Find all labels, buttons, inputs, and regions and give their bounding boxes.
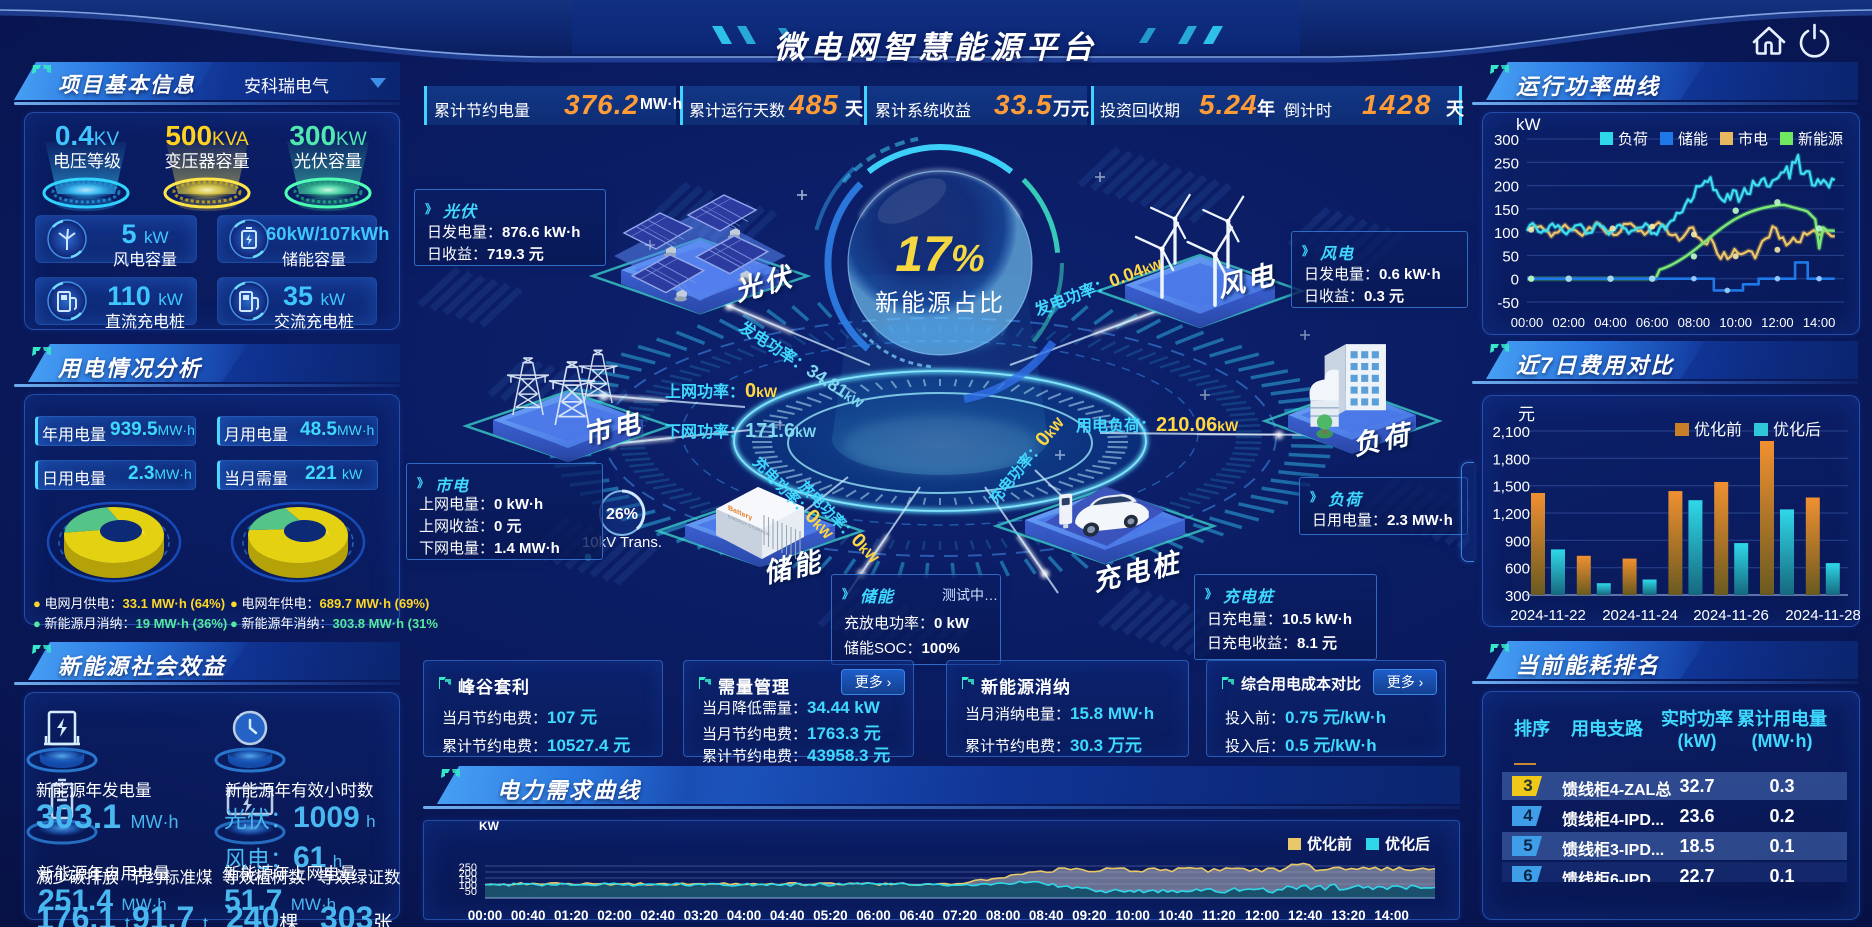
svg-text:250: 250 — [459, 862, 477, 874]
svg-text:00:40: 00:40 — [511, 908, 546, 923]
svg-text:优化后: 优化后 — [1385, 835, 1430, 853]
svg-text:05:20: 05:20 — [813, 908, 848, 923]
svg-text:06:40: 06:40 — [899, 908, 934, 923]
svg-text:00:00: 00:00 — [1511, 315, 1544, 330]
svg-text:13:20: 13:20 — [1331, 908, 1366, 923]
svg-text:1,500: 1,500 — [1492, 479, 1530, 496]
svg-text:2,100: 2,100 — [1492, 424, 1530, 441]
svg-text:12:00: 12:00 — [1245, 908, 1280, 923]
svg-text:10:40: 10:40 — [1159, 908, 1194, 923]
svg-text:KW: KW — [479, 820, 500, 833]
svg-text:100: 100 — [459, 880, 477, 892]
svg-text:06:00: 06:00 — [1636, 315, 1669, 330]
svg-text:市电: 市电 — [1738, 131, 1768, 148]
svg-text:02:00: 02:00 — [597, 908, 632, 923]
svg-text:04:00: 04:00 — [727, 908, 762, 923]
svg-text:储能: 储能 — [1678, 131, 1708, 148]
svg-text:优化前: 优化前 — [1694, 421, 1742, 439]
svg-text:100: 100 — [1494, 225, 1519, 242]
svg-text:50: 50 — [465, 886, 477, 898]
svg-text:12:40: 12:40 — [1288, 908, 1323, 923]
svg-text:09:20: 09:20 — [1072, 908, 1107, 923]
svg-text:300: 300 — [1494, 132, 1519, 149]
svg-text:10:00: 10:00 — [1719, 315, 1752, 330]
svg-text:02:00: 02:00 — [1552, 315, 1585, 330]
svg-text:03:20: 03:20 — [684, 908, 719, 923]
svg-text:00:00: 00:00 — [468, 908, 503, 923]
svg-text:06:00: 06:00 — [856, 908, 891, 923]
svg-text:200: 200 — [1494, 179, 1519, 196]
svg-text:300: 300 — [1505, 588, 1530, 605]
svg-text:07:20: 07:20 — [943, 908, 978, 923]
svg-text:1,200: 1,200 — [1492, 506, 1530, 523]
svg-text:14:00: 14:00 — [1374, 908, 1409, 923]
svg-text:2024-11-22: 2024-11-22 — [1510, 607, 1586, 624]
svg-text:08:40: 08:40 — [1029, 908, 1064, 923]
svg-text:-50: -50 — [1497, 295, 1519, 312]
svg-text:04:00: 04:00 — [1594, 315, 1627, 330]
svg-text:900: 900 — [1505, 533, 1530, 550]
svg-text:优化前: 优化前 — [1307, 835, 1352, 853]
svg-text:50: 50 — [1502, 248, 1519, 265]
svg-text:10:00: 10:00 — [1115, 908, 1150, 923]
svg-text:04:40: 04:40 — [770, 908, 805, 923]
svg-text:08:00: 08:00 — [1678, 315, 1711, 330]
svg-text:新能源: 新能源 — [1798, 131, 1843, 148]
svg-text:200: 200 — [459, 868, 477, 880]
svg-text:150: 150 — [1494, 202, 1519, 219]
svg-text:08:00: 08:00 — [986, 908, 1021, 923]
svg-text:2024-11-28: 2024-11-28 — [1785, 607, 1860, 624]
svg-text:02:40: 02:40 — [640, 908, 675, 923]
svg-text:负荷: 负荷 — [1618, 131, 1648, 148]
svg-text:2024-11-26: 2024-11-26 — [1693, 607, 1769, 624]
svg-text:1,800: 1,800 — [1492, 451, 1530, 468]
svg-text:0: 0 — [1511, 272, 1519, 289]
svg-text:14:00: 14:00 — [1803, 315, 1836, 330]
svg-text:下网功率：171.6kW: 下网功率：171.6kW — [665, 420, 817, 442]
svg-text:用电负荷：210.06kW: 用电负荷：210.06kW — [1076, 414, 1239, 436]
svg-text:250: 250 — [1494, 155, 1519, 172]
svg-text:26%: 26% — [606, 506, 638, 523]
svg-text:600: 600 — [1505, 561, 1530, 578]
svg-text:01:20: 01:20 — [554, 908, 589, 923]
svg-text:11:20: 11:20 — [1202, 908, 1236, 923]
svg-text:12:00: 12:00 — [1761, 315, 1794, 330]
svg-text:优化后: 优化后 — [1773, 421, 1821, 439]
svg-text:2024-11-24: 2024-11-24 — [1602, 607, 1678, 624]
svg-text:150: 150 — [459, 874, 477, 886]
svg-text:上网功率：0kW: 上网功率：0kW — [665, 380, 778, 402]
